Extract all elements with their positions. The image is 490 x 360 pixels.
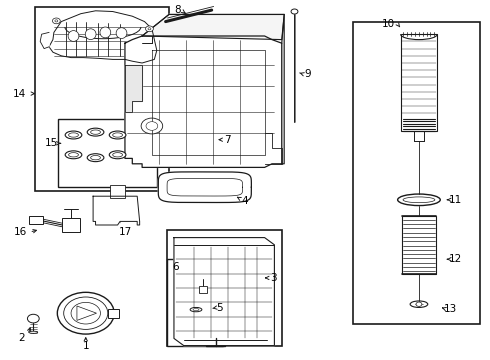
Text: 6: 6	[172, 262, 179, 272]
Ellipse shape	[87, 154, 104, 162]
Text: 3: 3	[270, 273, 277, 283]
Bar	[35, 7, 169, 191]
Ellipse shape	[100, 27, 111, 38]
Ellipse shape	[403, 197, 435, 203]
Bar	[108, 309, 119, 318]
Text: 12: 12	[449, 254, 463, 264]
Circle shape	[148, 28, 151, 30]
Bar	[353, 22, 480, 324]
Text: 14: 14	[13, 89, 26, 99]
Ellipse shape	[65, 151, 82, 159]
Text: 7: 7	[224, 135, 231, 145]
Circle shape	[64, 297, 108, 329]
Ellipse shape	[193, 309, 199, 311]
Bar	[199, 286, 207, 293]
Polygon shape	[125, 65, 142, 112]
Ellipse shape	[87, 128, 104, 136]
Text: 15: 15	[45, 138, 58, 148]
Ellipse shape	[91, 156, 100, 160]
Bar	[167, 259, 223, 346]
Ellipse shape	[29, 331, 38, 333]
Circle shape	[57, 292, 114, 334]
Circle shape	[71, 302, 100, 324]
Circle shape	[52, 18, 60, 24]
Bar	[58, 119, 157, 187]
Text: 8: 8	[174, 5, 181, 15]
Text: 1: 1	[82, 341, 89, 351]
Text: 2: 2	[19, 333, 25, 343]
Polygon shape	[125, 36, 282, 167]
Polygon shape	[158, 172, 251, 202]
Ellipse shape	[109, 131, 126, 139]
Bar	[167, 230, 282, 346]
Circle shape	[146, 26, 153, 32]
Circle shape	[291, 9, 298, 14]
Polygon shape	[174, 238, 274, 346]
Polygon shape	[49, 11, 157, 63]
Ellipse shape	[190, 307, 202, 312]
Bar	[402, 216, 436, 274]
Text: 4: 4	[242, 196, 248, 206]
Text: 16: 16	[14, 227, 27, 237]
Text: 9: 9	[304, 69, 311, 79]
Circle shape	[141, 118, 163, 134]
Circle shape	[146, 122, 158, 130]
Ellipse shape	[65, 131, 82, 139]
Text: 17: 17	[118, 227, 132, 237]
Ellipse shape	[109, 151, 126, 159]
Circle shape	[27, 314, 39, 323]
Bar	[401, 34, 437, 131]
Bar	[62, 218, 80, 232]
Ellipse shape	[69, 153, 78, 157]
Bar	[110, 185, 125, 198]
Text: 5: 5	[216, 303, 222, 313]
Polygon shape	[40, 32, 49, 49]
Ellipse shape	[91, 130, 100, 134]
Ellipse shape	[116, 28, 127, 39]
Text: 13: 13	[444, 304, 458, 314]
Circle shape	[55, 20, 58, 22]
Polygon shape	[142, 14, 284, 40]
Polygon shape	[282, 14, 284, 164]
Circle shape	[416, 302, 422, 306]
Polygon shape	[93, 196, 140, 225]
Polygon shape	[77, 306, 97, 320]
Ellipse shape	[113, 153, 122, 157]
Ellipse shape	[85, 29, 96, 40]
Text: 11: 11	[449, 195, 463, 205]
Bar	[29, 216, 43, 224]
Ellipse shape	[410, 301, 428, 307]
Ellipse shape	[113, 133, 122, 137]
Ellipse shape	[69, 133, 78, 137]
Ellipse shape	[398, 194, 440, 206]
Ellipse shape	[68, 31, 79, 41]
Text: 10: 10	[382, 19, 394, 30]
